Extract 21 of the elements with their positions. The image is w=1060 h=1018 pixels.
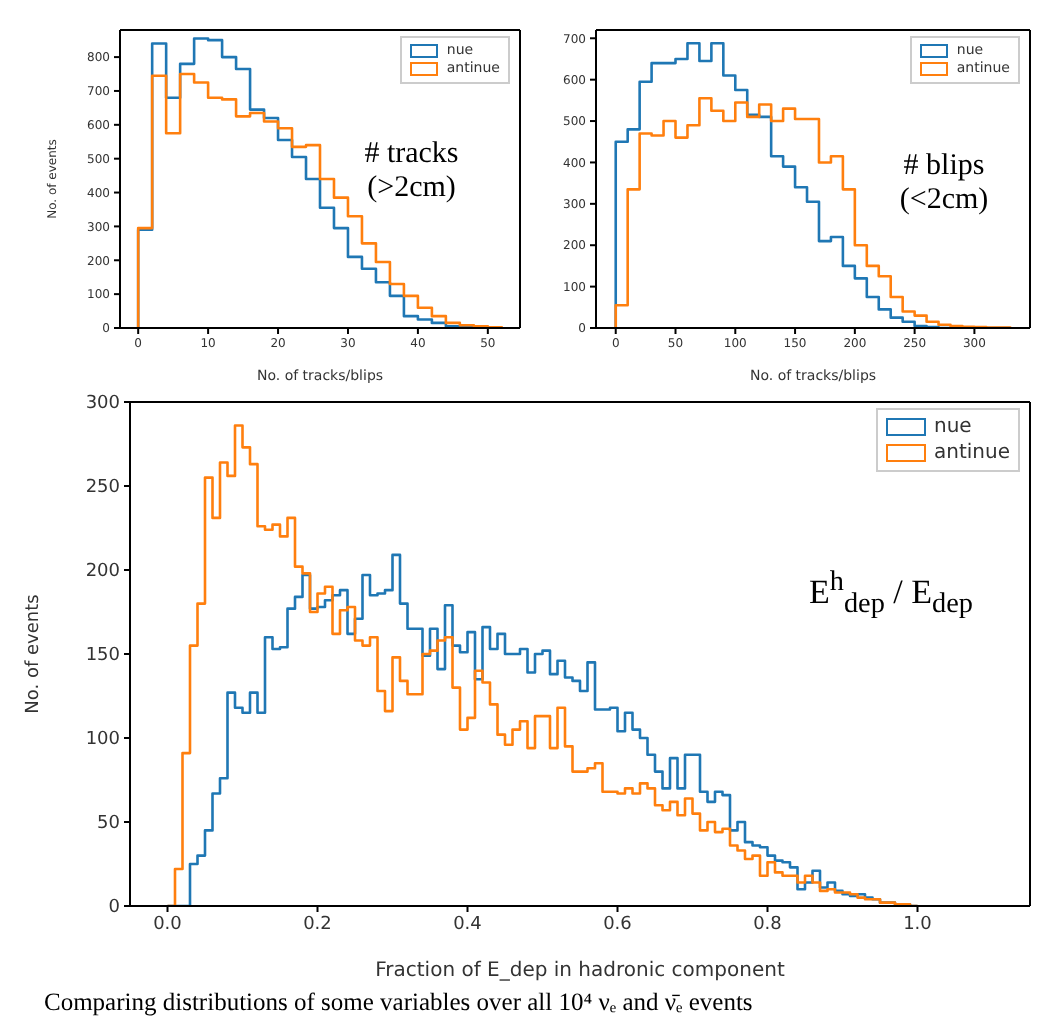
y-tick-label: 0 [108,898,121,919]
legend-label: nue [934,414,972,440]
x-tick-label: 0.0 [153,914,183,935]
x-tick-label: 0.8 [753,914,783,935]
y-tick-label: 50 [97,814,121,835]
y-tick-label: 250 [85,478,121,499]
legend-label: antinue [934,440,1010,466]
x-tick-label: 0.6 [603,914,633,935]
x-tick-label: 1.0 [903,914,933,935]
y-axis-title: No. of events [24,593,45,714]
x-axis-title: Fraction of E_dep in hadronic component [375,960,785,982]
y-tick-label: 150 [85,646,121,667]
y-tick-label: 200 [85,562,121,583]
x-tick-label: 0.4 [453,914,483,935]
text: Comparing distributions of some variables over all 10⁴ νₑ and ν̄ₑ events [44,988,755,1018]
annotation: # tracks (>2cm) [362,138,461,207]
y-tick-label: 300 [85,394,121,415]
annotation: # blips (<2cm) [897,149,991,218]
y-tick-label: 100 [85,730,121,751]
x-tick-label: 0.2 [303,914,332,935]
annotation: E$^{h}$$_{dep}$ / E$_{dep}$ [807,566,975,623]
